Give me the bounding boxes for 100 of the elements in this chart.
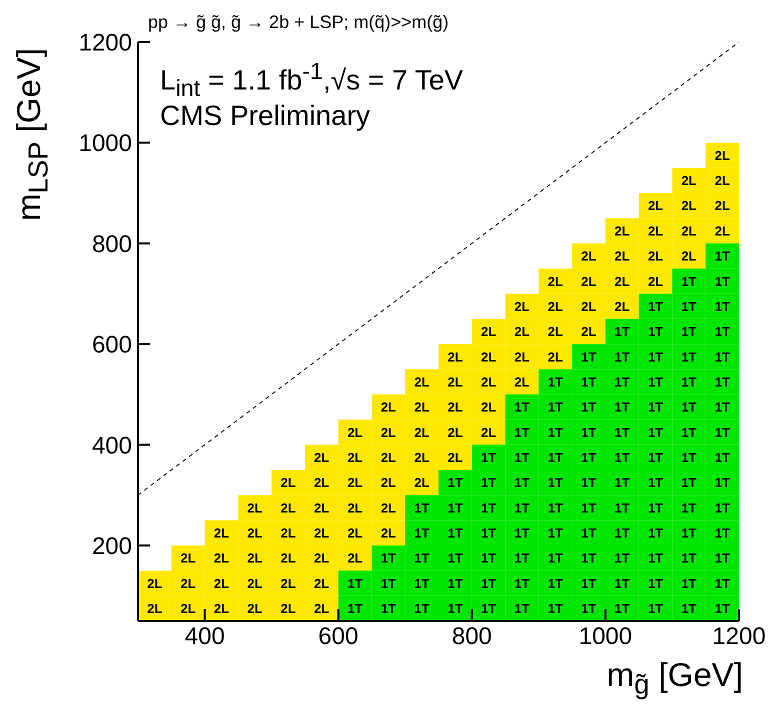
- text: 2L: [280, 526, 296, 541]
- text: 2L: [714, 148, 730, 163]
- text: 1T: [714, 400, 730, 415]
- text: 1T: [614, 400, 630, 415]
- text: 1T: [681, 374, 697, 390]
- text: 1T: [448, 576, 463, 591]
- text: 1T: [681, 274, 697, 289]
- text: 1T: [681, 550, 697, 566]
- text: 1T: [714, 475, 730, 490]
- text: 1T: [648, 374, 664, 390]
- y-tick-label: 1000: [78, 130, 132, 158]
- text: 2L: [147, 601, 162, 616]
- text: 1T: [648, 450, 664, 465]
- text: 2L: [380, 424, 396, 440]
- text: 2L: [214, 576, 230, 591]
- text: 1T: [448, 550, 463, 566]
- text: 2L: [581, 274, 596, 289]
- text: 2L: [380, 475, 396, 490]
- text: 1T: [347, 576, 363, 591]
- text: 2L: [548, 349, 563, 364]
- text: 1T: [480, 601, 496, 616]
- text: 2L: [548, 324, 563, 340]
- text: 2L: [314, 500, 330, 516]
- text: 2L: [180, 576, 196, 591]
- text: 1T: [347, 601, 363, 616]
- text: 2L: [314, 550, 330, 566]
- text: 1T: [614, 601, 630, 616]
- text: 1T: [614, 374, 630, 390]
- text: 2L: [514, 298, 530, 314]
- text: 1T: [681, 450, 697, 465]
- text: 1T: [681, 601, 697, 616]
- text: 2L: [314, 526, 330, 541]
- text: 1T: [581, 424, 596, 440]
- text: 2L: [347, 424, 363, 440]
- text: 2L: [514, 374, 530, 390]
- text: 1T: [648, 500, 664, 516]
- text: 2L: [448, 400, 463, 415]
- y-tick-label: 200: [92, 533, 132, 560]
- text: 1T: [614, 324, 630, 340]
- text: 1T: [681, 324, 697, 340]
- text: 2L: [314, 576, 330, 591]
- text: 1T: [514, 550, 530, 566]
- text: 2L: [681, 173, 697, 188]
- text: 2L: [180, 601, 196, 616]
- text: 1T: [614, 526, 630, 541]
- text: 2L: [247, 601, 262, 616]
- text: 1T: [714, 248, 730, 264]
- text: 2L: [214, 526, 230, 541]
- text: 1T: [581, 550, 596, 566]
- text: 2L: [380, 400, 396, 415]
- text: 2L: [347, 450, 363, 465]
- text: 1T: [514, 526, 530, 541]
- text: 1T: [648, 349, 664, 364]
- text: 1T: [448, 500, 463, 516]
- text: 1T: [480, 475, 496, 490]
- text: 1T: [681, 475, 697, 490]
- text: 1T: [380, 601, 396, 616]
- text: 1T: [548, 475, 563, 490]
- text: 1T: [514, 450, 530, 465]
- text: 1T: [514, 400, 530, 415]
- text: 1T: [648, 550, 664, 566]
- text: 1T: [414, 550, 430, 566]
- text: 2L: [648, 274, 664, 289]
- text: 2L: [681, 248, 697, 264]
- text: 2L: [548, 274, 563, 289]
- text: 1T: [681, 500, 697, 516]
- text: 2L: [214, 550, 230, 566]
- text: 2L: [414, 424, 430, 440]
- y-tick-label: 1200: [78, 30, 132, 57]
- x-axis-title: m$_{g̃}$ [GeV]: [606, 656, 743, 701]
- text: 2L: [314, 601, 330, 616]
- text: 1T: [414, 500, 430, 516]
- text: 1T: [714, 526, 730, 541]
- text: 1T: [448, 526, 463, 541]
- text: 2L: [614, 248, 630, 264]
- text: 1T: [448, 601, 463, 616]
- text: 1T: [448, 475, 463, 490]
- text: 2L: [581, 324, 596, 340]
- text: 2L: [380, 500, 396, 516]
- text: 2L: [214, 601, 230, 616]
- text: 1T: [714, 550, 730, 566]
- text: 1T: [614, 424, 630, 440]
- text: 2L: [280, 601, 296, 616]
- text: 2L: [648, 198, 664, 214]
- text: 2L: [414, 400, 430, 415]
- text: 2L: [581, 298, 596, 314]
- text: 1T: [648, 576, 664, 591]
- text: 1T: [480, 450, 496, 465]
- text: 1T: [614, 576, 630, 591]
- text: 1T: [681, 526, 697, 541]
- text: 1T: [714, 500, 730, 516]
- text: 2L: [514, 349, 530, 364]
- text: 2L: [280, 475, 296, 490]
- text: 1T: [648, 424, 664, 440]
- text: 1T: [548, 601, 563, 616]
- text: 1T: [380, 550, 396, 566]
- text: 1T: [681, 424, 697, 440]
- text: 1T: [581, 349, 596, 364]
- text: 2L: [714, 173, 730, 188]
- text: 2L: [448, 374, 463, 390]
